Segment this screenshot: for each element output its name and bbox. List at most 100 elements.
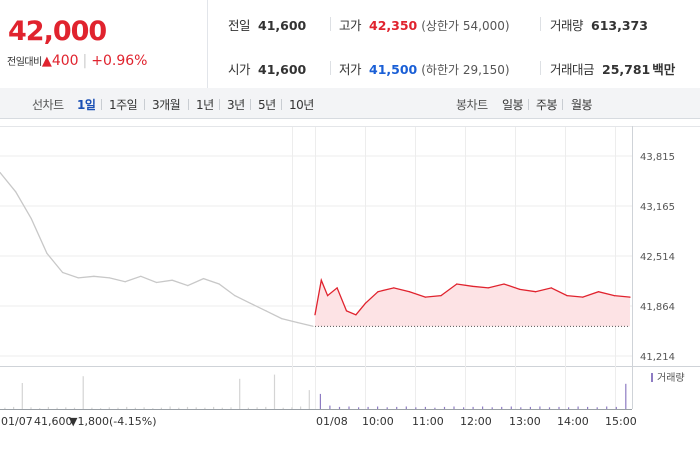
stat-label: 저가: [339, 62, 362, 77]
volume-bar: [213, 406, 215, 409]
volume-bar: [568, 407, 570, 409]
volume-bar: [405, 406, 407, 409]
x-tick-label: 01/07: [1, 415, 33, 428]
price-point: [62, 271, 64, 274]
price-point: [519, 288, 521, 290]
price-point: [218, 283, 220, 285]
volume-bar: [434, 407, 436, 409]
volume-bar: [329, 405, 331, 409]
volume-bar: [463, 407, 465, 409]
divider: |: [82, 53, 88, 69]
volume-bar: [230, 407, 232, 409]
volume-bar: [558, 406, 560, 409]
volume-bar: [539, 406, 541, 409]
period-5y-button[interactable]: 5년: [258, 98, 276, 112]
divider: [540, 17, 541, 31]
price-point: [424, 296, 426, 298]
price-point: [503, 283, 505, 285]
volume-bar: [39, 408, 41, 409]
candle-chart-label: 봉차트: [456, 98, 488, 112]
price-point: [327, 295, 329, 297]
price-point: [265, 310, 267, 312]
price-point: [345, 310, 348, 312]
volume-bar: [577, 406, 579, 409]
change-value: 400: [51, 53, 79, 69]
period-1d-button[interactable]: 1일: [77, 98, 96, 112]
volume-bar: [117, 407, 119, 409]
volume-bar: [265, 406, 267, 409]
price-point: [281, 318, 283, 320]
volume-bar: [472, 406, 474, 409]
price-point: [30, 218, 32, 220]
price-change: 전일대비▲400 | +0.96%: [7, 53, 147, 69]
price-point: [312, 325, 314, 327]
price-point: [202, 278, 205, 280]
volume-bar: [13, 406, 15, 409]
volume-bar: [596, 407, 598, 409]
volume-bar: [291, 407, 293, 409]
upper-limit: (상한가 54,000): [421, 19, 510, 33]
price-point: [613, 295, 615, 297]
price-point: [296, 321, 298, 324]
volume-bar: [386, 407, 388, 409]
current-price: 42,000: [8, 16, 107, 47]
price-point: [566, 295, 568, 297]
candle-daily-button[interactable]: 일봉: [502, 98, 524, 112]
price-point: [93, 275, 95, 277]
volume-bar: [520, 407, 522, 409]
stat-value: 42,350: [369, 18, 418, 33]
volume-bar: [73, 407, 76, 409]
volume-bar: [21, 383, 23, 409]
price-point: [249, 302, 251, 304]
volume-bar: [491, 407, 493, 409]
price-point: [171, 279, 173, 281]
x-tick-label: 10:00: [362, 415, 394, 428]
volume-bar: [424, 406, 426, 409]
volume-bar: [143, 407, 145, 409]
divider: [101, 99, 102, 110]
volume-bar: [501, 406, 503, 409]
y-tick-label: 41,214: [640, 352, 675, 363]
volume-bar: [247, 407, 249, 409]
volume-bar: [453, 406, 455, 409]
stat-label: 전일: [228, 18, 251, 33]
volume-bar: [178, 407, 180, 409]
volume-bar: [606, 406, 608, 409]
volume-bar: [348, 406, 350, 409]
x-tick-label: 13:00: [509, 415, 541, 428]
price-point: [0, 171, 1, 174]
volume-bar: [510, 406, 512, 409]
price-chart: 43,815 43,165 42,514 41,864 41,214 거래량 01/07 01…: [0, 126, 700, 428]
price-point: [336, 287, 338, 289]
candle-monthly-button[interactable]: 월봉: [571, 98, 593, 112]
stat-label: 고가: [339, 18, 362, 33]
price-point: [550, 287, 552, 289]
volume-bar: [396, 406, 398, 409]
divider: [281, 99, 282, 110]
volume-bar: [47, 406, 49, 409]
period-1y-button[interactable]: 1년: [196, 98, 214, 112]
price-point: [456, 283, 458, 285]
price-point: [582, 296, 584, 298]
volume-bar: [186, 406, 189, 409]
period-3y-button[interactable]: 3년: [227, 98, 245, 112]
volume-bar: [282, 407, 284, 409]
price-point: [534, 291, 537, 293]
candle-weekly-button[interactable]: 주봉: [536, 98, 558, 112]
volume-bar: [160, 407, 162, 409]
volume-bar: [195, 407, 197, 409]
volume-bar: [367, 406, 369, 409]
volume-bar: [204, 407, 206, 409]
volume-bar: [529, 406, 531, 409]
stat-low: 저가 41,500 (하한가 29,150): [339, 59, 510, 78]
period-1w-button[interactable]: 1주일: [109, 98, 138, 112]
volume-bar: [4, 407, 6, 409]
stat-value: 41,600: [258, 62, 307, 77]
period-10y-button[interactable]: 10년: [289, 98, 314, 112]
volume-bar: [482, 406, 484, 409]
volume-bar: [134, 407, 136, 409]
volume-bar: [108, 407, 110, 409]
stat-open: 시가 41,600: [228, 59, 306, 78]
period-3m-button[interactable]: 3개월: [152, 98, 181, 112]
price-point: [187, 285, 189, 287]
